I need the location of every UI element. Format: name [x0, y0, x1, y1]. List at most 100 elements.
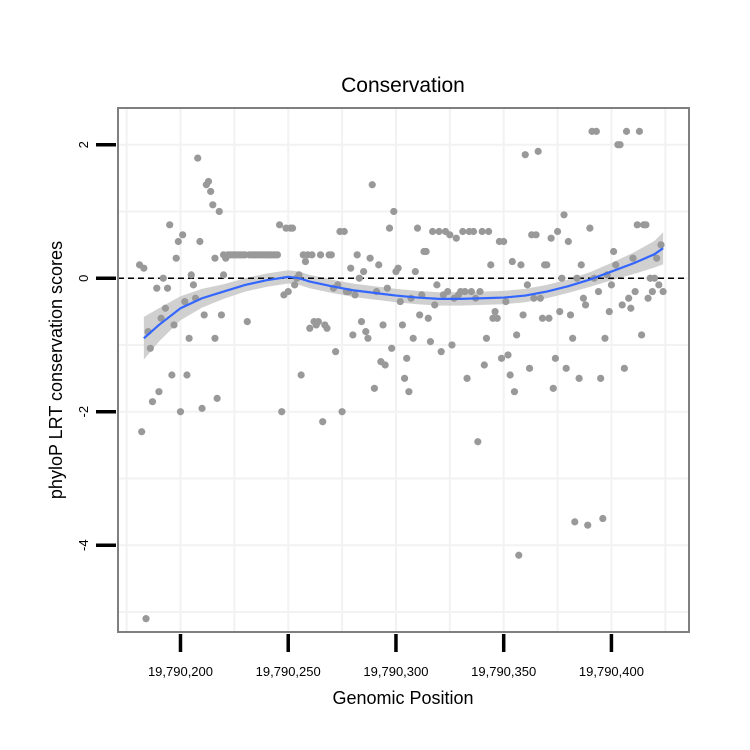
data-point: [273, 251, 282, 259]
data-point: [538, 314, 547, 322]
data-point: [319, 418, 327, 426]
y-axis-title: phyloP LRT conservation scores: [46, 241, 66, 499]
data-point: [631, 287, 639, 296]
y-axis: 2 0 -2 -4: [76, 141, 116, 551]
data-point: [612, 261, 620, 269]
data-point: [349, 331, 357, 339]
data-point: [398, 321, 407, 329]
data-point: [618, 301, 626, 309]
data-point: [444, 287, 452, 296]
data-point: [551, 354, 560, 362]
x-tick-label: 19,790,400: [579, 664, 644, 679]
data-point: [194, 154, 202, 162]
gridlines: [118, 108, 689, 632]
data-point: [437, 348, 445, 356]
data-point: [166, 221, 174, 229]
data-point: [213, 394, 221, 402]
data-point: [168, 371, 176, 379]
data-point: [338, 408, 346, 416]
data-point: [200, 311, 208, 319]
data-point: [204, 177, 213, 186]
data-point: [594, 287, 603, 296]
data-point: [297, 371, 305, 379]
y-tick-label: 0: [76, 275, 91, 282]
data-point: [461, 287, 469, 296]
data-point: [138, 428, 146, 436]
data-point: [370, 384, 379, 392]
data-point: [506, 371, 514, 379]
data-point: [170, 321, 178, 329]
data-point: [616, 141, 624, 149]
data-point: [351, 291, 359, 299]
data-point: [413, 224, 422, 232]
data-point: [517, 261, 525, 269]
y-tick-label: -2: [76, 406, 91, 418]
data-point: [575, 374, 583, 382]
data-point: [510, 388, 519, 396]
data-point: [394, 264, 402, 272]
data-point: [530, 294, 538, 302]
data-point: [478, 227, 486, 236]
data-point: [153, 284, 161, 292]
data-point: [217, 311, 226, 319]
data-point: [198, 404, 206, 412]
data-point: [327, 251, 335, 259]
data-point: [189, 281, 198, 289]
data-point: [347, 264, 355, 272]
data-point: [446, 231, 454, 239]
data-point: [502, 297, 510, 306]
data-point: [388, 344, 396, 352]
data-point: [353, 251, 361, 259]
data-point: [409, 334, 417, 342]
data-point: [360, 267, 368, 276]
data-point: [485, 227, 493, 236]
data-point: [306, 324, 314, 332]
data-point: [605, 307, 613, 316]
data-point: [459, 227, 467, 236]
data-point: [428, 227, 437, 236]
data-point: [396, 297, 404, 306]
data-point: [368, 181, 376, 189]
data-point: [174, 237, 182, 246]
x-tick-label: 19,790,250: [256, 664, 321, 679]
data-point: [155, 388, 163, 396]
data-point: [586, 224, 594, 232]
data-point: [157, 314, 165, 322]
data-point: [579, 294, 588, 302]
data-point: [385, 224, 394, 232]
data-point: [383, 284, 391, 292]
data-point: [187, 271, 195, 279]
data-point: [553, 227, 562, 236]
data-point: [508, 257, 516, 266]
data-point: [497, 354, 506, 362]
chart-title: Conservation: [341, 74, 465, 97]
data-point: [577, 261, 585, 269]
data-point: [284, 287, 292, 296]
data-point: [597, 374, 605, 382]
data-point: [625, 294, 633, 302]
y-tick-label: -4: [76, 539, 91, 551]
data-point: [243, 318, 251, 326]
data-point: [521, 151, 529, 159]
data-point: [332, 348, 340, 356]
data-point: [452, 234, 460, 242]
data-point: [474, 438, 482, 446]
data-point: [433, 281, 441, 289]
data-point: [463, 374, 471, 382]
data-point: [655, 281, 663, 289]
data-point: [627, 304, 635, 312]
data-point: [607, 281, 616, 289]
data-point: [536, 294, 544, 302]
data-point: [635, 127, 644, 135]
data-point: [323, 324, 331, 332]
data-point: [609, 247, 618, 256]
data-point: [648, 287, 656, 296]
data-point: [469, 227, 478, 236]
x-tick-label: 19,790,200: [148, 664, 213, 679]
data-point: [362, 328, 370, 336]
data-point: [558, 274, 566, 282]
data-point: [569, 334, 577, 342]
data-point: [176, 408, 185, 416]
